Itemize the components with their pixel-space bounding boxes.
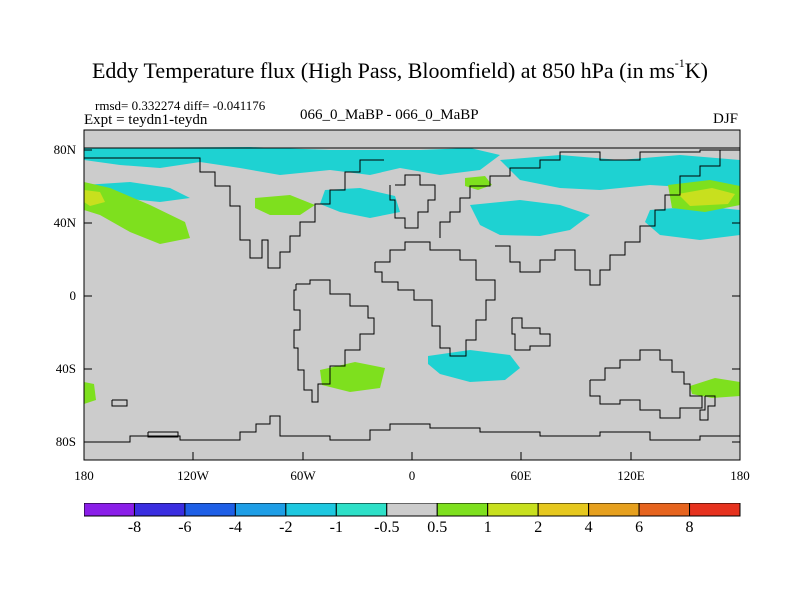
colorbar-label: -1 (329, 519, 343, 536)
colorbar-label: 8 (685, 519, 694, 536)
colorbar-label: 1 (483, 519, 492, 536)
colorbar-box (487, 503, 539, 517)
coast-asia-south (495, 150, 721, 286)
map-shading (84, 147, 740, 404)
green-positive-north-america (255, 195, 315, 215)
cyan-band-northwest-pacific (645, 206, 740, 240)
colorbar-box (84, 503, 135, 517)
colorbar-box (285, 503, 337, 517)
lon-label-60w: 60W (290, 468, 316, 483)
colorbar-label: -4 (228, 519, 243, 536)
coast-australia (589, 349, 703, 419)
coast-new-zealand (699, 395, 716, 421)
coast-greenland (389, 174, 436, 229)
axis-ticks (83, 149, 741, 460)
cyan-negative-south-africa (428, 350, 520, 382)
coast-south-islands (111, 399, 128, 407)
coast-south-america (293, 279, 375, 403)
coastlines (84, 147, 740, 443)
colorbar-label: 0.5 (427, 519, 448, 536)
lon-label-180w: 180 (74, 468, 94, 483)
lon-label-120e: 120E (617, 468, 645, 483)
coast-africa (374, 241, 496, 357)
lat-label-eq: 0 (69, 288, 77, 303)
stats-text: rmsd= 0.332274 diff= -0.041176 (95, 98, 266, 113)
lat-label-80s: 80S (55, 434, 76, 449)
lat-label-40s: 40S (55, 361, 76, 376)
colorbar-box (133, 503, 186, 517)
colorbar-box (335, 503, 388, 517)
plot-title: Eddy Temperature flux (High Pass, Bloomf… (91, 56, 708, 83)
green-positive-south-pacific-west (84, 382, 96, 404)
coast-north-america (84, 157, 384, 269)
colorbar-box (234, 503, 287, 517)
lon-label-120w: 120W (177, 468, 209, 483)
colorbar-box (588, 503, 640, 517)
lon-label-60e: 60E (510, 468, 532, 483)
green-positive-south-pacific-east (690, 378, 740, 398)
colorbar-box (184, 503, 236, 517)
yellow-positive-northwest-pacific (678, 188, 735, 206)
colorbar-box (537, 503, 590, 517)
yellow-positive-north-pacific (84, 190, 105, 206)
green-positive-north-pacific (84, 182, 190, 244)
colorbar (84, 503, 741, 517)
experiment-label: Expt = teydn1-teydn (84, 112, 208, 128)
season-label: DJF (712, 111, 738, 127)
coast-eurasia (439, 149, 740, 238)
case-label: 066_0_MaBP - 066_0_MaBP (300, 107, 479, 123)
colorbar-label: -2 (279, 519, 293, 536)
green-positive-south-atlantic (320, 362, 385, 392)
lon-label-0: 0 (408, 468, 416, 483)
colorbar-label: -6 (178, 519, 192, 536)
lat-label-40n: 40N (53, 215, 76, 230)
lat-label-80n: 80N (53, 142, 76, 157)
colorbar-box (436, 503, 489, 517)
colorbar-box (689, 503, 741, 517)
lon-label-180e: 180 (730, 468, 750, 483)
cyan-band-north-atlantic (84, 147, 500, 175)
coast-madagascar (511, 317, 551, 351)
colorbar-label: -8 (127, 519, 142, 536)
colorbar-label: -0.5 (374, 519, 400, 536)
colorbar-box (386, 503, 438, 517)
coast-antarctic-peninsula (147, 431, 179, 438)
colorbar-label: 2 (534, 519, 543, 536)
cyan-band-eurasia (470, 200, 590, 236)
colorbar-label: 6 (635, 519, 644, 536)
coast-antarctica (84, 415, 740, 443)
colorbar-label: 4 (584, 519, 593, 536)
cyan-band-atlantic-mid (320, 188, 400, 218)
colorbar-box (638, 503, 691, 517)
